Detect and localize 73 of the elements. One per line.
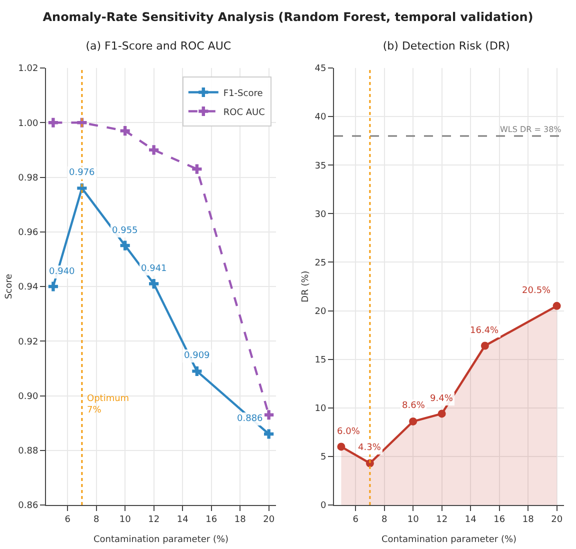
- y-tick-label: 0.98: [18, 173, 38, 184]
- data-label: 6.0%: [337, 427, 360, 437]
- ref-line-label: Optimum 7%: [87, 394, 130, 416]
- point: [120, 240, 130, 250]
- y-tick-label: 40: [314, 112, 326, 123]
- y-tick-label: 30: [314, 210, 326, 220]
- x-tick-label: 14: [464, 514, 477, 525]
- data-label: 0.955: [112, 226, 138, 236]
- data-label: 0.909: [184, 351, 210, 361]
- point: [149, 145, 159, 155]
- x-tick-label: 18: [522, 514, 534, 525]
- x-axis-title: Contamination parameter (%): [93, 535, 229, 545]
- data-label: 20.5%: [522, 286, 552, 296]
- x-tick-label: 20: [551, 514, 563, 525]
- y-tick-label: 0.92: [18, 337, 38, 348]
- point: [192, 366, 202, 376]
- x-tick-label: 8: [93, 514, 100, 525]
- point: [149, 278, 159, 289]
- y-axis-title: DR (%): [301, 270, 312, 302]
- ref-line-label: WLS DR = 38%: [500, 125, 562, 134]
- y-tick-label: 20: [314, 306, 326, 317]
- y-tick-label: 15: [314, 355, 326, 366]
- y-tick-label: 10: [314, 404, 326, 414]
- chart-subtitle: (a) F1-Score and ROC AUC: [86, 39, 232, 52]
- point: [264, 429, 274, 439]
- y-axis-title: Score: [4, 273, 15, 300]
- point: [480, 342, 489, 350]
- y-tick-label: 35: [314, 161, 326, 172]
- data-label: 0.940: [49, 267, 76, 277]
- y-tick-label: 0.94: [18, 282, 38, 293]
- x-tick-label: 12: [148, 514, 160, 525]
- x-tick-label: 20: [263, 514, 275, 525]
- data-label: 0.976: [69, 168, 96, 178]
- point: [48, 118, 58, 128]
- x-tick-label: 14: [176, 514, 189, 525]
- y-tick-label: 5: [320, 452, 326, 463]
- data-label: 0.886: [237, 414, 264, 424]
- x-tick-label: 18: [234, 514, 246, 525]
- x-tick-label: 10: [407, 514, 420, 525]
- point: [264, 410, 274, 420]
- point: [192, 164, 202, 174]
- y-tick-label: 0.96: [18, 228, 38, 238]
- y-tick-label: 0.88: [18, 446, 38, 457]
- data-label: 9.4%: [430, 394, 454, 404]
- y-tick-label: 25: [314, 258, 326, 268]
- x-tick-label: 16: [206, 514, 218, 525]
- point: [48, 282, 58, 292]
- chart-title: Anomaly-Rate Sensitivity Analysis (Random Forest, temporal validation): [42, 9, 534, 26]
- x-tick-label: 16: [494, 514, 506, 525]
- point: [337, 442, 346, 451]
- y-tick-label: 0.86: [18, 501, 38, 512]
- x-tick-label: 6: [64, 514, 71, 525]
- x-tick-label: 6: [352, 514, 359, 525]
- x-tick-label: 12: [436, 514, 448, 525]
- x-tick-label: 10: [119, 514, 132, 525]
- data-label: 8.6%: [402, 401, 426, 411]
- y-tick-label: 0.90: [18, 392, 38, 402]
- x-axis-title: Contamination parameter (%): [381, 535, 517, 545]
- point: [552, 302, 561, 310]
- y-tick-label: 45: [314, 64, 326, 74]
- point: [438, 410, 446, 418]
- data-label: 4.3%: [358, 443, 382, 453]
- data-label: 0.941: [141, 264, 167, 274]
- point: [409, 417, 418, 426]
- point: [120, 126, 130, 136]
- y-tick-label: 0: [320, 501, 326, 512]
- x-tick-label: 8: [381, 514, 388, 525]
- chart-title: (b) Detection Risk (DR): [382, 39, 510, 52]
- data-label: 16.4%: [470, 326, 500, 336]
- y-tick-label: 1.02: [18, 64, 38, 74]
- legend-label: ROC AUC: [223, 108, 265, 118]
- y-tick-label: 1.00: [18, 118, 38, 129]
- legend-label: F1-Score: [223, 88, 264, 99]
